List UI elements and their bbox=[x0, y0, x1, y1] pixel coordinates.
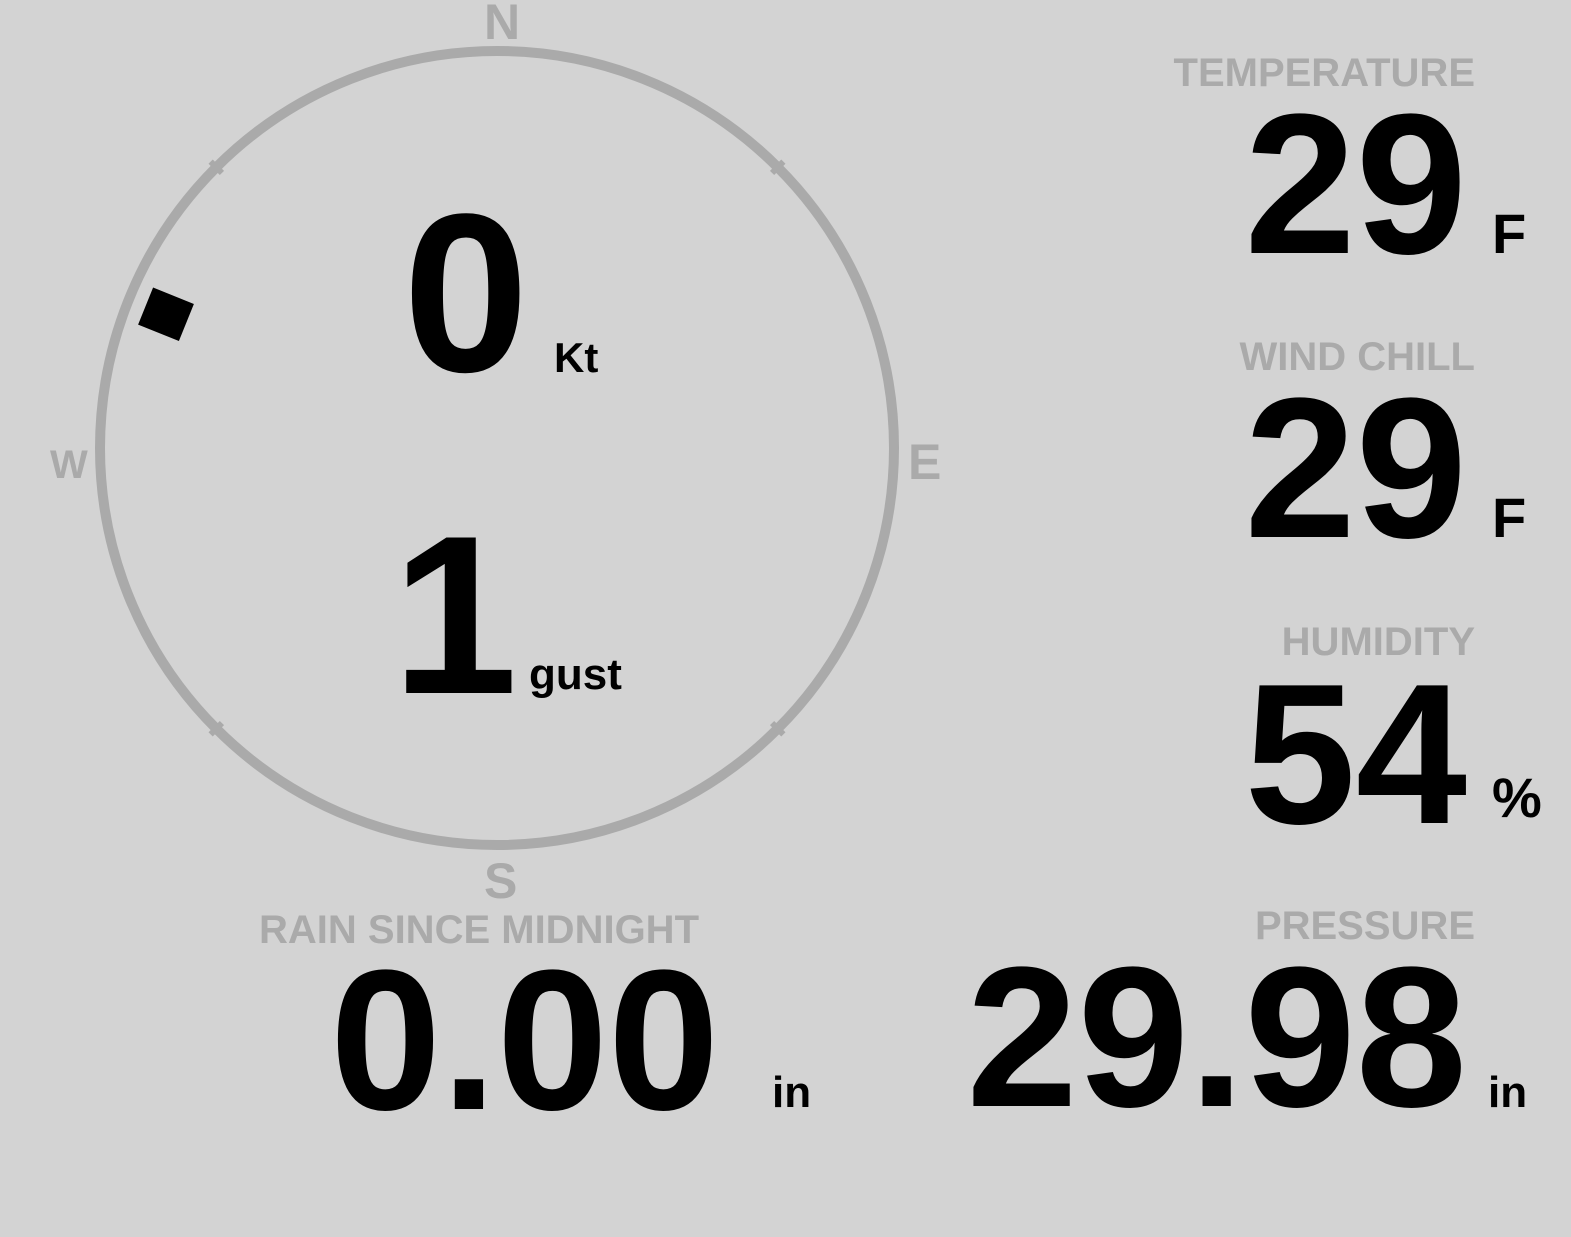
humidity-label: HUMIDITY bbox=[1281, 620, 1475, 664]
humidity-unit: % bbox=[1492, 766, 1542, 829]
compass-south-label: S bbox=[484, 853, 518, 909]
rain-value: 0.00 bbox=[330, 929, 720, 1152]
rain-label: RAIN SINCE MIDNIGHT bbox=[259, 908, 699, 952]
compass-tick bbox=[769, 720, 786, 737]
rain-unit: in bbox=[772, 1068, 812, 1117]
wind-speed-value: 0 bbox=[403, 166, 529, 419]
pressure-label: PRESSURE bbox=[1254, 904, 1475, 948]
wind-gust-value: 1 bbox=[392, 488, 518, 741]
temperature-label: TEMPERATURE bbox=[1173, 51, 1475, 95]
pressure-value: 29.98 bbox=[966, 926, 1468, 1149]
compass-north-label: N bbox=[484, 0, 521, 50]
compass-west-label: W bbox=[50, 443, 88, 487]
temperature-value: 29 bbox=[1244, 73, 1467, 296]
wind-chill-value: 29 bbox=[1244, 357, 1467, 580]
temperature-unit: F bbox=[1492, 202, 1527, 265]
compass-tick bbox=[769, 159, 786, 176]
wind-direction-marker bbox=[138, 287, 194, 342]
wind-chill-label: WIND CHILL bbox=[1239, 335, 1475, 379]
wind-gust-unit: gust bbox=[529, 650, 622, 699]
compass-tick bbox=[208, 159, 225, 176]
wind-speed-unit: Kt bbox=[554, 334, 599, 381]
wind-chill-unit: F bbox=[1492, 486, 1527, 549]
compass-ticks bbox=[208, 159, 786, 737]
compass-tick bbox=[208, 720, 225, 737]
compass-ring bbox=[95, 46, 899, 850]
pressure-unit: in bbox=[1488, 1068, 1528, 1117]
humidity-value: 54 bbox=[1244, 643, 1467, 866]
compass-east-label: E bbox=[908, 434, 942, 490]
